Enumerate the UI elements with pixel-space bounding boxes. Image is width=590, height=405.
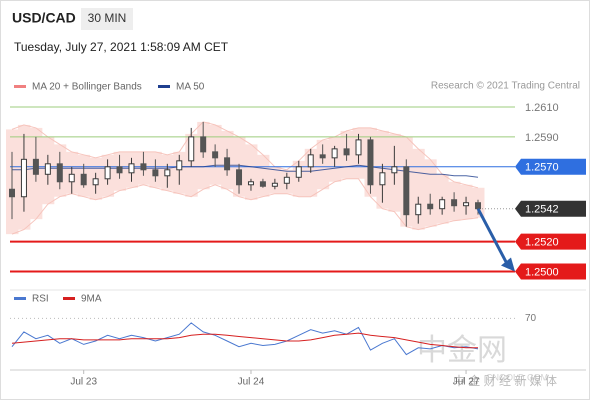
x-tick-label: Jul 23 [70, 377, 97, 388]
candle-body [283, 176, 290, 184]
candle-body [307, 154, 314, 168]
candle-body [367, 139, 374, 186]
forecast-arrowhead [501, 257, 515, 272]
candle-body [331, 148, 338, 159]
legend-label: MA 50 [176, 82, 205, 93]
candle-body [295, 166, 302, 178]
candle-body [271, 182, 278, 187]
candle-body [451, 199, 458, 207]
candle-body [259, 181, 266, 187]
level-label: 1.2610 [525, 102, 559, 114]
level-label: 1.2500 [525, 266, 559, 278]
candle-body [116, 166, 123, 174]
bollinger-upper [11, 121, 479, 189]
ma50-line [12, 164, 479, 178]
legend-swatch [158, 85, 170, 88]
watermark-logo: 中金网 [417, 334, 507, 367]
candle-body [104, 166, 111, 180]
candle-body [319, 154, 326, 159]
candle-body [415, 203, 422, 216]
bollinger-band [256, 154, 270, 197]
level-label: 1.2542 [525, 204, 559, 216]
candle-body [212, 151, 219, 159]
level-box [515, 200, 586, 217]
candle-body [32, 158, 39, 175]
candle-body [188, 136, 195, 162]
legend-label: 9MA [81, 294, 102, 305]
timestamp: Tuesday, July 27, 2021 1:58:09 AM CET [14, 40, 229, 54]
candle-body [463, 202, 470, 207]
credit: Research © 2021 Trading Central [431, 81, 580, 92]
x-tick-label: Jul 24 [238, 377, 265, 388]
candle-body [9, 188, 15, 198]
symbol: USD/CAD [12, 10, 76, 26]
candle-body [379, 172, 386, 186]
candle-body [20, 158, 27, 198]
timeframe: 30 MIN [88, 11, 127, 25]
forecast-arrow [476, 208, 511, 269]
candle-body [427, 203, 434, 210]
candle-body [92, 178, 99, 186]
rsi-tick-label: 70 [525, 313, 537, 324]
legend-swatch [14, 85, 26, 88]
bollinger-band [245, 144, 258, 200]
candle-body [475, 202, 481, 210]
rsi-ma-line [11, 332, 478, 349]
candle-body [236, 169, 243, 186]
candle-body [68, 173, 75, 183]
level-box [515, 158, 586, 175]
bollinger-band [316, 139, 330, 190]
candle-body [128, 163, 135, 174]
candle-body [355, 139, 362, 156]
candle-body [80, 173, 87, 186]
candle-body [391, 166, 398, 174]
candle-body [44, 163, 51, 175]
candle-body [247, 181, 254, 186]
legend-label: MA 20 + Bollinger Bands [32, 82, 142, 93]
legend-label: RSI [32, 294, 49, 305]
candle-body [56, 163, 63, 183]
candle-body [224, 157, 231, 171]
candle-body [164, 169, 171, 177]
bollinger-lower [11, 178, 479, 235]
watermark-slogan: 中 金 财 经 新 媒 体 [453, 373, 557, 388]
x-tick-label: Jul 27 [453, 377, 480, 388]
legend-swatch [63, 297, 75, 300]
candle-body [140, 163, 147, 171]
timeframe-box [81, 8, 133, 30]
bollinger-band [424, 159, 437, 227]
candle-body [343, 148, 350, 156]
candle-body [200, 136, 207, 153]
candle-body [176, 160, 183, 171]
candle-body [403, 166, 410, 216]
level-label: 1.2520 [525, 237, 559, 249]
level-label: 1.2590 [525, 132, 559, 144]
level-box [515, 263, 586, 280]
legend-swatch [14, 297, 26, 300]
rsi-line [11, 322, 479, 356]
candle-body [152, 169, 159, 177]
watermark-site: CNGOLD.COM [486, 372, 548, 382]
level-box [515, 233, 586, 250]
candle-body [439, 199, 446, 210]
level-label: 1.2570 [525, 162, 559, 174]
